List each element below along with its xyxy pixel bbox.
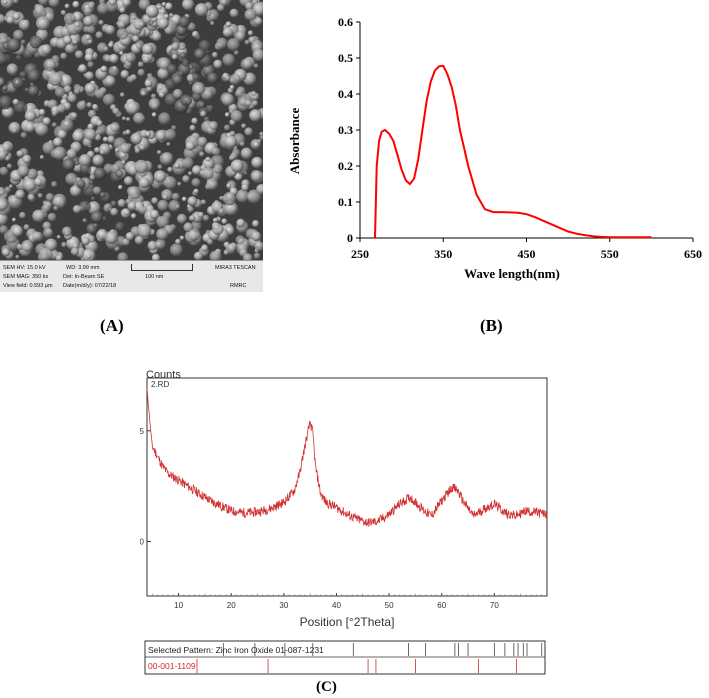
reference-pattern-label: Selected Pattern: Zinc Iron Oxide 01-087… bbox=[148, 645, 324, 655]
uv-x-tick-label: 350 bbox=[434, 247, 452, 261]
xrd-x-tick-label: 20 bbox=[227, 601, 236, 610]
uv-x-axis-label: Wave length(nm) bbox=[464, 266, 560, 281]
sem-detector: Det: In-Beam SE bbox=[63, 274, 105, 280]
sem-hv: SEM HV: 15.0 kV bbox=[3, 265, 46, 271]
sem-lab: RMRC bbox=[230, 283, 247, 289]
xrd-x-tick-label: 10 bbox=[174, 601, 183, 610]
xrd-plot-frame bbox=[146, 377, 548, 597]
xrd-x-tick-label: 60 bbox=[437, 601, 446, 610]
uv-y-tick-label: 0.5 bbox=[338, 51, 353, 65]
xrd-y-tick-label: 900 bbox=[140, 538, 145, 547]
panel-label-c: (C) bbox=[316, 679, 337, 695]
xrd-x-tick-label: 70 bbox=[490, 601, 499, 610]
xrd-x-tick-label: 50 bbox=[385, 601, 394, 610]
sem-instrument: MIRA3 TESCAN bbox=[215, 265, 256, 271]
sem-wd: WD: 3.99 mm bbox=[66, 265, 100, 271]
xrd-x-axis-label: Position [°2Theta] bbox=[300, 615, 395, 629]
uv-x-tick-label: 250 bbox=[351, 247, 369, 261]
uv-vis-chart: 0 0.1 0.2 0.3 0.4 0.5 0.6 250 350 450 550 650 Wave … bbox=[287, 15, 702, 281]
xrd-y-tick-label: 1225 bbox=[140, 427, 145, 436]
reference-pattern-table bbox=[144, 640, 546, 675]
uv-y-tick-label: 0.1 bbox=[338, 195, 353, 209]
sem-scale-bar bbox=[131, 264, 193, 271]
uv-y-tick-label: 0.3 bbox=[338, 123, 353, 137]
xrd-pattern-line bbox=[146, 387, 548, 527]
xrd-chart: Counts 2.RD 102030405060709001225 Positi… bbox=[140, 369, 548, 675]
sem-scale-label: 100 nm bbox=[145, 274, 164, 280]
reference-pattern-2-label: 00-001-1109 bbox=[148, 661, 196, 671]
xrd-x-tick-label: 30 bbox=[279, 601, 288, 610]
panel-label-b: (B) bbox=[480, 316, 503, 335]
uv-y-tick-label: 0.4 bbox=[338, 87, 353, 101]
sem-info-bar: SEM HV: 15.0 kV WD: 3.99 mm SEM MAG: 350… bbox=[0, 260, 263, 292]
uv-absorbance-line bbox=[374, 64, 652, 239]
uv-y-axis-label: Absorbance bbox=[287, 108, 302, 175]
panel-label-a: (A) bbox=[100, 316, 124, 335]
xrd-series-label: 2.RD bbox=[151, 380, 169, 389]
sem-mag: SEM MAG: 350 kx bbox=[3, 274, 49, 280]
uv-y-tick-label: 0.6 bbox=[338, 15, 353, 29]
sem-date: Date(m/d/y): 07/22/18 bbox=[63, 283, 117, 289]
sem-micrograph: SEM HV: 15.0 kV WD: 3.99 mm SEM MAG: 350… bbox=[0, 0, 263, 292]
uv-y-tick-label: 0.2 bbox=[338, 159, 353, 173]
xrd-x-tick-label: 40 bbox=[332, 601, 341, 610]
uv-x-tick-label: 550 bbox=[601, 247, 619, 261]
uv-y-tick-label: 0 bbox=[347, 231, 353, 245]
sem-view-field: View field: 0.593 µm bbox=[3, 283, 53, 289]
uv-axes bbox=[359, 22, 693, 239]
uv-x-tick-label: 650 bbox=[684, 247, 702, 261]
sem-image bbox=[0, 0, 263, 265]
uv-x-tick-label: 450 bbox=[518, 247, 536, 261]
